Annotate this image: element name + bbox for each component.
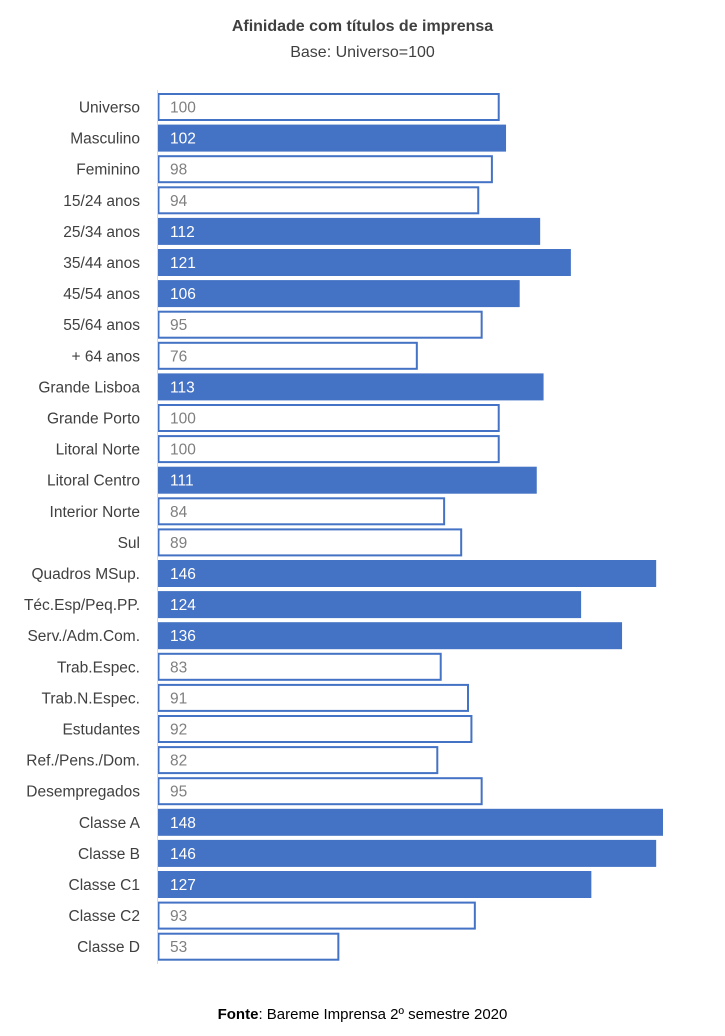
value-label-desempregados: 95 — [170, 784, 187, 801]
category-label-feminino: Feminino — [76, 162, 140, 179]
bar-masculino — [158, 124, 507, 152]
value-label-25-34-anos: 112 — [170, 224, 195, 241]
value-label-sul: 89 — [170, 535, 187, 552]
value-label-interior-norte: 84 — [170, 504, 188, 521]
value-label-35-44-anos: 121 — [170, 255, 196, 272]
bar-serv-adm-com — [158, 622, 623, 650]
chart-subtitle: Base: Universo=100 — [290, 44, 435, 61]
value-label-masculino: 102 — [170, 131, 196, 148]
category-label-classe-d: Classe D — [77, 939, 140, 956]
value-label-trab-n-espec: 91 — [170, 690, 187, 707]
category-label-15-24-anos: 15/24 anos — [63, 193, 140, 210]
category-label-masculino: Masculino — [70, 131, 140, 148]
source-text: : Bareme Imprensa 2º semestre 2020 — [258, 1006, 508, 1023]
category-label-grande-porto: Grande Porto — [47, 411, 140, 428]
bar-sul — [157, 528, 463, 557]
value-label-estudantes: 92 — [170, 722, 187, 739]
chart-title: Afinidade com títulos de imprensa — [231, 18, 494, 35]
category-label-classe-c2: Classe C2 — [69, 908, 141, 925]
bar-classe-c1 — [158, 871, 592, 898]
source-note: Fonte: Bareme Imprensa 2º semestre 2020 — [0, 1006, 725, 1023]
category-label-trab-espec: Trab.Espec. — [57, 659, 140, 676]
bar-classe-a — [158, 808, 663, 836]
bar-grande-lisboa — [158, 373, 544, 401]
bar-chart: Universo 100 Masculino 102 Feminino 98 15/24 a… — [24, 90, 663, 964]
bar-trab-espec — [157, 652, 442, 681]
bar-classe-d — [157, 932, 340, 961]
value-label-64-anos: 76 — [170, 348, 187, 365]
value-label-ref-pens-dom: 82 — [170, 753, 187, 770]
value-label-grande-lisboa: 113 — [170, 379, 195, 396]
bar-25-34-anos — [158, 217, 541, 245]
category-label-t-c-esp-peq-pp: Téc.Esp/Peq.PP. — [24, 597, 140, 614]
category-label-25-34-anos: 25/34 anos — [63, 224, 140, 241]
value-label-classe-a: 148 — [170, 815, 196, 832]
value-label-classe-c2: 93 — [170, 908, 187, 925]
category-label-45-54-anos: 45/54 anos — [63, 286, 140, 303]
bar-trab-n-espec — [157, 683, 470, 712]
category-label-classe-c1: Classe C1 — [69, 877, 141, 894]
bar-35-44-anos — [158, 249, 571, 276]
value-label-trab-espec: 83 — [170, 659, 187, 676]
bar-64-anos — [157, 341, 418, 370]
category-label-serv-adm-com: Serv./Adm.Com. — [27, 628, 140, 645]
category-label-64-anos: + 64 anos — [71, 348, 140, 365]
bar-feminino — [157, 155, 493, 184]
bar-15-24-anos — [157, 186, 480, 215]
bar-universo — [157, 93, 500, 121]
bar-45-54-anos — [158, 280, 520, 308]
value-label-t-c-esp-peq-pp: 124 — [170, 597, 196, 614]
value-label-serv-adm-com: 136 — [170, 628, 196, 645]
bar-classe-c2 — [157, 901, 476, 930]
value-label-45-54-anos: 106 — [170, 286, 196, 303]
category-label-interior-norte: Interior Norte — [50, 504, 140, 521]
bar-classe-b — [158, 839, 657, 867]
bar-quadros-msup — [158, 560, 657, 587]
value-label-classe-d: 53 — [170, 939, 187, 956]
category-label-universo: Universo — [79, 100, 140, 117]
value-label-classe-b: 146 — [170, 846, 196, 863]
bar-ref-pens-dom — [157, 746, 439, 775]
bar-grande-porto — [157, 404, 500, 432]
category-label-classe-b: Classe B — [78, 846, 140, 863]
bar-t-c-esp-peq-pp — [158, 591, 582, 619]
bar-desempregados — [157, 777, 483, 806]
category-label-quadros-msup: Quadros MSup. — [31, 566, 140, 583]
bar-litoral-norte — [157, 435, 500, 464]
category-label-classe-a: Classe A — [79, 815, 141, 832]
bar-interior-norte — [157, 497, 446, 526]
value-label-feminino: 98 — [170, 162, 187, 179]
value-label-grande-porto: 100 — [170, 411, 196, 428]
value-label-55-64-anos: 95 — [170, 317, 187, 334]
source-label: Fonte — [217, 1006, 259, 1023]
bar-55-64-anos — [157, 310, 483, 339]
category-label-litoral-centro: Litoral Centro — [47, 473, 140, 490]
value-label-quadros-msup: 146 — [170, 566, 196, 583]
value-label-15-24-anos: 94 — [170, 193, 188, 210]
category-label-estudantes: Estudantes — [62, 722, 140, 739]
bar-estudantes — [157, 715, 473, 743]
category-label-55-64-anos: 55/64 anos — [63, 317, 140, 334]
category-label-trab-n-espec: Trab.N.Espec. — [42, 690, 141, 707]
value-label-classe-c1: 127 — [170, 877, 196, 894]
value-label-litoral-norte: 100 — [170, 442, 196, 459]
value-label-litoral-centro: 111 — [170, 473, 194, 490]
category-label-litoral-norte: Litoral Norte — [56, 442, 140, 459]
category-label-35-44-anos: 35/44 anos — [63, 255, 140, 272]
value-label-universo: 100 — [170, 100, 196, 117]
category-label-sul: Sul — [118, 535, 140, 552]
category-label-grande-lisboa: Grande Lisboa — [38, 379, 140, 396]
bar-litoral-centro — [158, 466, 537, 494]
category-label-desempregados: Desempregados — [26, 784, 140, 801]
category-label-ref-pens-dom: Ref./Pens./Dom. — [26, 753, 140, 770]
